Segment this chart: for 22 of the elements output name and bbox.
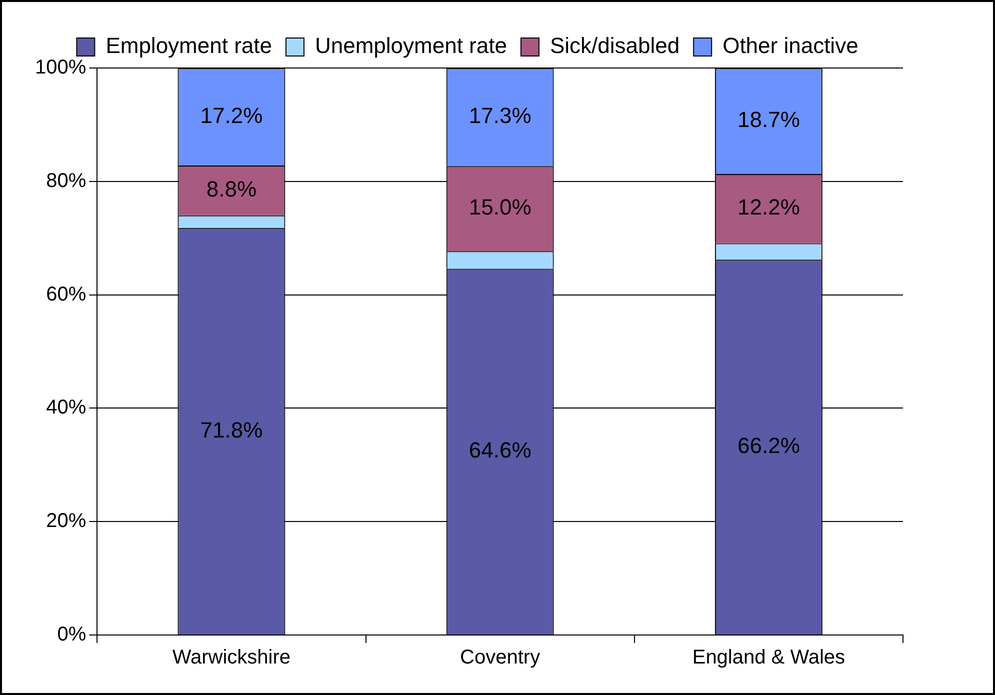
data-label: 17.2% — [200, 102, 263, 128]
data-label: 17.3% — [468, 103, 532, 128]
legend-label: Other inactive — [722, 33, 858, 58]
data-label: 18.7% — [737, 107, 800, 132]
legend-label: Sick/disabled — [550, 33, 680, 58]
data-label: 8.8% — [206, 176, 257, 202]
y-tick-label: 80% — [46, 170, 86, 192]
y-tick-label: 40% — [46, 396, 86, 419]
legend-label: Employment rate — [106, 33, 272, 58]
x-tick-label: England & Wales — [692, 646, 846, 669]
data-label: 66.2% — [737, 433, 800, 458]
y-tick-label: 100% — [34, 56, 86, 79]
x-tick-label: Warwickshire — [172, 646, 291, 669]
data-label: 71.8% — [200, 417, 263, 442]
y-tick-label: 20% — [46, 510, 86, 532]
y-tick-label: 60% — [46, 283, 86, 306]
y-tick-label: 0% — [57, 624, 86, 646]
x-tick-label: Coventry — [460, 646, 540, 669]
data-label: 15.0% — [468, 194, 532, 220]
data-label: 64.6% — [468, 438, 532, 463]
data-label: 12.2% — [737, 194, 800, 220]
legend-label: Unemployment rate — [314, 33, 507, 58]
